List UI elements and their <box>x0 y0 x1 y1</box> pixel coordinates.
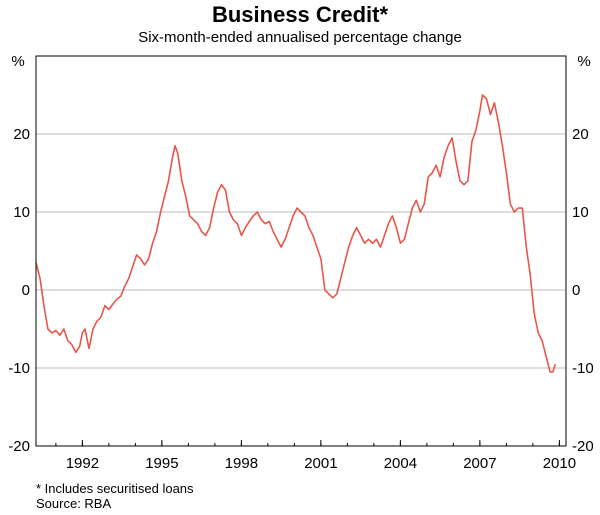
y-tick-label-right: 0 <box>572 282 580 299</box>
x-tick-label: 1995 <box>145 455 178 472</box>
x-tick-label: 2004 <box>384 455 417 472</box>
y-tick-label-right: 10 <box>572 204 589 221</box>
footnote-source: Source: RBA <box>36 496 112 511</box>
y-tick-label-right: -20 <box>572 438 594 455</box>
x-axis: 1992 1995 1998 2001 2004 2007 2010 <box>55 440 576 472</box>
x-tick-label: 1998 <box>225 455 258 472</box>
y-unit-right: % <box>577 53 590 70</box>
gridlines <box>36 133 566 447</box>
y-unit-left: % <box>11 53 24 70</box>
y-tick-label-left: 0 <box>22 282 30 299</box>
x-tick-label: 2001 <box>304 455 337 472</box>
y-tick-label-left: -10 <box>8 360 30 377</box>
y-tick-label-left: 10 <box>13 204 30 221</box>
x-tick-label: 1992 <box>66 455 99 472</box>
x-tick-label: 2010 <box>543 455 576 472</box>
chart-subtitle: Six-month-ended annualised percentage ch… <box>138 29 462 46</box>
y-axis: -20 -20 -10 -10 0 0 10 10 20 20 <box>8 126 593 455</box>
y-tick-label-right: -10 <box>572 360 594 377</box>
y-tick-label-left: -20 <box>8 438 30 455</box>
plot-frame <box>35 55 567 447</box>
x-tick-label: 2007 <box>463 455 496 472</box>
y-tick-label-left: 20 <box>13 126 30 143</box>
y-tick-label-right: 20 <box>572 126 589 143</box>
series-line <box>35 94 557 373</box>
footnote-securitised: * Includes securitised loans <box>36 481 194 496</box>
chart-title: Business Credit* <box>212 2 388 27</box>
